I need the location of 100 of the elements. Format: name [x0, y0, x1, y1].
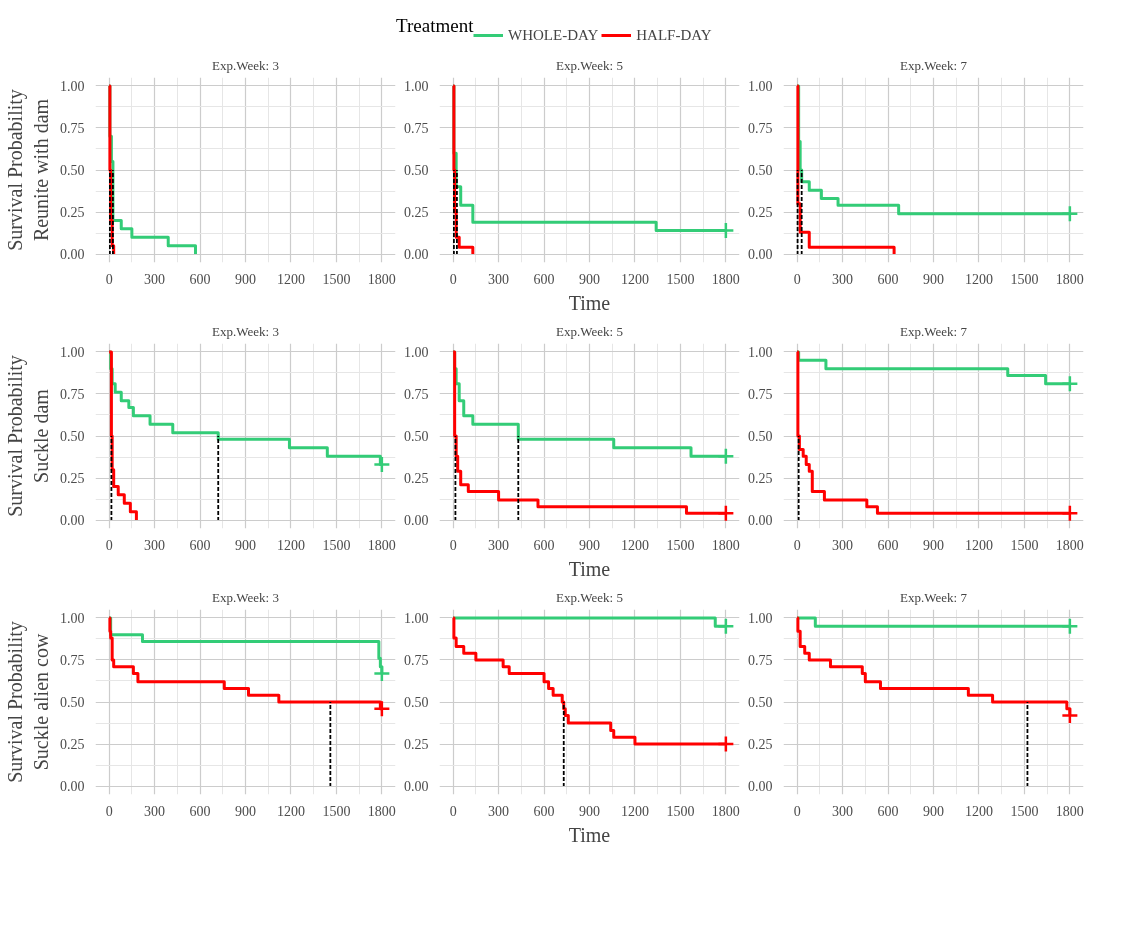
x-axis-title: Time: [568, 823, 611, 846]
x-tick-label: 1800: [711, 803, 740, 819]
y-tick-label: 0.25: [60, 205, 85, 221]
x-tick-label: 0: [105, 271, 113, 287]
y-tick-label: 0.25: [404, 205, 429, 221]
x-tick-label: 1200: [964, 537, 993, 553]
x-tick-label: 900: [923, 271, 944, 287]
chart-title: Exp.Week: 5: [556, 589, 623, 605]
x-tick-label: 900: [235, 537, 256, 553]
x-tick-label: 0: [449, 803, 457, 819]
x-tick-label: 300: [832, 271, 854, 287]
y-tick-label: 1.00: [404, 78, 429, 94]
y-tick-label: 0.50: [748, 429, 773, 444]
y-tick-label: 0.50: [60, 695, 85, 710]
x-tick-label: 1200: [276, 803, 305, 819]
x-tick-label: 1800: [1055, 271, 1084, 287]
x-tick-label: 1800: [711, 537, 740, 553]
y-tick-label: 0.00: [404, 247, 429, 263]
y-tick-label: 0.00: [748, 513, 773, 529]
y-tick-label: 1.00: [748, 344, 773, 360]
x-tick-label: 900: [579, 271, 600, 287]
x-tick-label: 300: [488, 537, 510, 553]
x-axis-title: Time: [568, 557, 611, 580]
y-tick-label: 0.75: [404, 652, 429, 668]
x-tick-label: 600: [877, 537, 899, 553]
y-tick-label: 0.25: [404, 737, 429, 753]
x-tick-label: 900: [923, 537, 944, 553]
x-tick-label: 300: [832, 537, 854, 553]
x-tick-label: 300: [144, 537, 166, 553]
y-tick-label: 1.00: [60, 344, 85, 360]
chart-title: Exp.Week: 5: [556, 323, 623, 339]
chart-title: Exp.Week: 7: [900, 57, 968, 73]
x-tick-label: 1500: [666, 803, 695, 819]
x-tick-label: 600: [189, 537, 211, 553]
x-tick-label: 1800: [367, 803, 396, 819]
y-tick-label: 1.00: [748, 78, 773, 94]
x-tick-label: 1800: [711, 271, 740, 287]
x-tick-label: 1800: [1055, 537, 1084, 553]
x-tick-label: 0: [105, 803, 113, 819]
y-tick-label: 0.50: [404, 163, 429, 178]
y-tick-label: 0.00: [404, 779, 429, 795]
y-tick-label: 0.00: [60, 247, 85, 263]
x-tick-label: 0: [105, 537, 113, 553]
x-tick-label: 1200: [620, 537, 649, 553]
y-tick-label: 0.00: [748, 247, 773, 263]
x-tick-label: 300: [144, 271, 166, 287]
x-tick-label: 1500: [322, 803, 351, 819]
x-tick-label: 300: [488, 271, 510, 287]
y-tick-label: 0.50: [748, 695, 773, 710]
chart-title: Exp.Week: 3: [212, 589, 279, 605]
chart-title: Exp.Week: 7: [900, 589, 968, 605]
x-tick-label: 900: [235, 803, 256, 819]
x-tick-label: 1200: [276, 271, 305, 287]
x-tick-label: 300: [488, 803, 510, 819]
y-tick-label: 0.75: [60, 386, 85, 402]
y-tick-label: 0.00: [60, 513, 85, 529]
x-tick-label: 600: [533, 803, 555, 819]
y-tick-label: 0.75: [748, 386, 773, 402]
x-tick-label: 300: [832, 803, 854, 819]
x-tick-label: 1200: [964, 271, 993, 287]
legend-label: WHOLE-DAY: [508, 26, 599, 44]
x-tick-label: 0: [449, 537, 457, 553]
x-tick-label: 1200: [964, 803, 993, 819]
x-tick-label: 1500: [1010, 271, 1039, 287]
x-tick-label: 1200: [620, 271, 649, 287]
x-tick-label: 0: [793, 803, 801, 819]
x-axis-title: Time: [568, 291, 611, 314]
y-tick-label: 0.25: [748, 471, 773, 487]
y-axis-title: Survival Probability Reunite with dam: [3, 89, 52, 251]
x-tick-label: 600: [189, 803, 211, 819]
x-tick-label: 900: [579, 537, 600, 553]
x-tick-label: 1500: [666, 271, 695, 287]
chart-title: Exp.Week: 5: [556, 57, 623, 73]
y-tick-label: 0.25: [748, 205, 773, 221]
x-tick-label: 600: [533, 271, 555, 287]
x-tick-label: 1500: [1010, 537, 1039, 553]
x-tick-label: 300: [144, 803, 166, 819]
x-tick-label: 1500: [322, 537, 351, 553]
y-tick-label: 0.00: [404, 513, 429, 529]
chart-title: Exp.Week: 7: [900, 323, 968, 339]
chart-title: Exp.Week: 3: [212, 323, 279, 339]
y-axis-title: Survival Probability Suckle alien cow: [3, 621, 52, 783]
y-tick-label: 0.75: [748, 120, 773, 136]
x-tick-label: 900: [235, 271, 256, 287]
x-tick-label: 0: [793, 537, 801, 553]
y-tick-label: 0.50: [404, 695, 429, 710]
x-tick-label: 900: [579, 803, 600, 819]
y-tick-label: 0.50: [404, 429, 429, 444]
y-tick-label: 0.50: [60, 429, 85, 444]
x-tick-label: 600: [533, 537, 555, 553]
y-tick-label: 0.00: [748, 779, 773, 795]
y-tick-label: 0.75: [404, 386, 429, 402]
chart-title: Exp.Week: 3: [212, 57, 279, 73]
y-tick-label: 1.00: [404, 610, 429, 626]
y-tick-label: 0.75: [748, 652, 773, 668]
x-tick-label: 1200: [276, 537, 305, 553]
x-tick-label: 600: [189, 271, 211, 287]
x-tick-label: 1500: [1010, 803, 1039, 819]
x-tick-label: 0: [449, 271, 457, 287]
y-tick-label: 1.00: [404, 344, 429, 360]
